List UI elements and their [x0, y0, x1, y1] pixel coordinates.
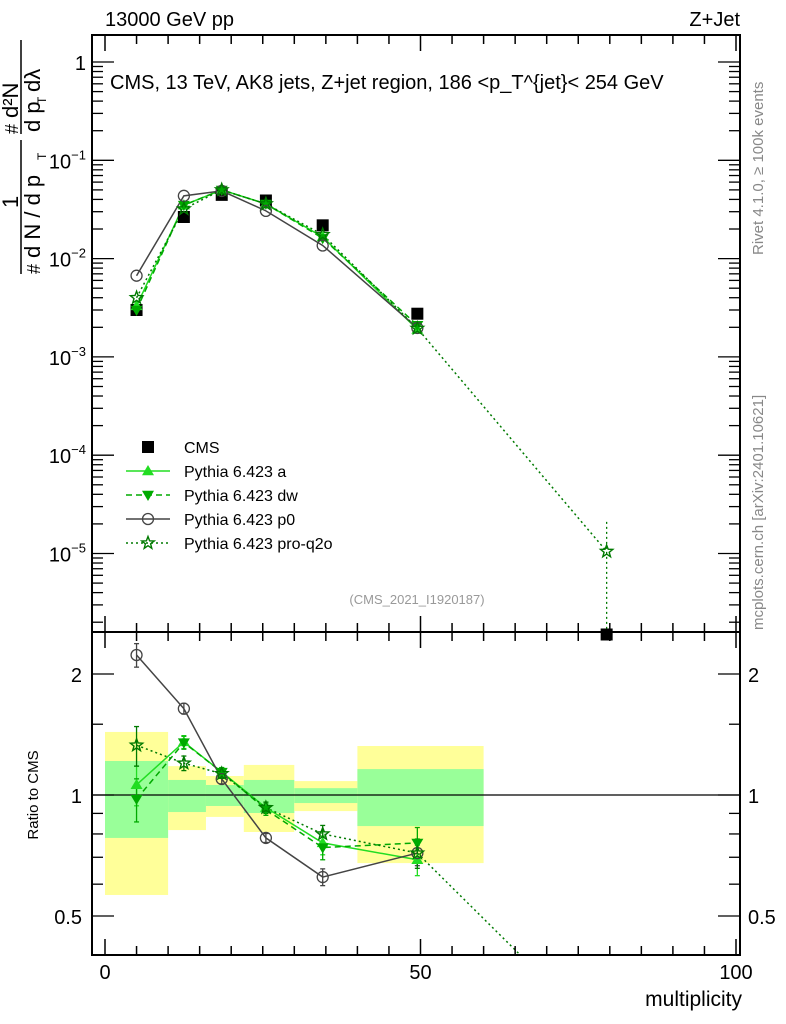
ratio-y-tick-label-right: 1 — [748, 786, 759, 808]
y-tick-base: 10 — [49, 348, 71, 370]
ratio-point-p0 — [215, 772, 228, 786]
y-tick-base: 1 — [75, 53, 86, 75]
main-point-cms — [177, 210, 190, 223]
ratio-point-pro — [314, 825, 331, 841]
ratio-point-pro — [128, 736, 145, 753]
ratio-y-tick-label-left: 1 — [71, 786, 82, 808]
axes: 110−110−210−310−410−52 21 10.5 0.50 50 100 — [49, 34, 776, 984]
y-tick-label: 10−5 — [49, 541, 86, 567]
main-line-p0 — [135, 190, 418, 329]
ratio-point-p0 — [177, 702, 191, 715]
ratio-y-tick-label-left: 0.5 — [54, 907, 82, 929]
main-point-p0 — [259, 204, 273, 218]
legend-label-pro: Pythia 6.423 pro-q2o — [184, 536, 333, 553]
ratio-point-a — [130, 778, 143, 790]
legend-marker-cms — [142, 441, 154, 453]
y-axis-label: 1 # d N / d p T # d²N d p T dλ — [0, 40, 49, 274]
ratio-point-dw — [316, 843, 329, 854]
legend-label-dw: Pythia 6.423 dw — [184, 488, 298, 505]
ratio-point-pro — [213, 765, 230, 781]
main-point-cms — [600, 628, 613, 641]
side-text-rivet: Rivet 4.1.0, ≥ 100k events — [750, 82, 767, 255]
main-point-pro — [213, 181, 230, 197]
ratio-point-p0 — [316, 870, 329, 884]
y-tick-base: 10 — [49, 545, 71, 567]
main-point-pro — [409, 319, 426, 336]
ratio-point-p0 — [130, 648, 143, 662]
ratio-point-pro — [257, 799, 275, 815]
ratio-point-p0 — [259, 831, 273, 845]
main-point-cms — [316, 219, 329, 232]
main-point-pro — [128, 289, 145, 305]
main-point-pro — [314, 226, 331, 242]
ratio-point-dw — [411, 838, 424, 849]
ratio-y-tick-label-right: 0.5 — [748, 907, 776, 929]
legend-marker-a — [142, 465, 154, 476]
ylabel-T2: T — [35, 96, 49, 104]
y-tick-label: 10−2 — [49, 246, 86, 272]
ratio-line-dw — [135, 741, 418, 849]
y-tick-exp: −1 — [71, 147, 86, 162]
legend-label-a: Pythia 6.423 a — [184, 464, 286, 481]
ratio-y-label: Ratio to CMS — [25, 750, 42, 839]
y-tick-base: 10 — [49, 446, 71, 468]
ratio-line-p0 — [135, 654, 418, 878]
header-right: Z+Jet — [689, 9, 740, 31]
y-tick-label: 10−3 — [49, 344, 86, 370]
legend-label-cms: CMS — [184, 440, 220, 457]
watermark: (CMS_2021_I1920187) — [349, 592, 484, 607]
y-tick-exp: −5 — [71, 541, 86, 556]
legend-marker-pro — [139, 534, 157, 550]
main-point-pro — [175, 200, 193, 216]
ylabel-dpT: d p — [20, 101, 45, 132]
legend-marker-dw — [142, 490, 154, 501]
legend: CMS Pythia 6.423 a Pythia 6.423 dw Pythia 6… — [126, 440, 333, 553]
main-point-pro — [598, 542, 615, 559]
y-tick-label: 1 — [75, 53, 86, 75]
main-point-pro — [257, 195, 275, 211]
y-tick-base: 10 — [49, 250, 71, 272]
y-tick-base: 10 — [49, 151, 71, 173]
ylabel-one: 1 — [0, 196, 23, 208]
x-tick-label: 100 — [719, 962, 752, 984]
markers — [128, 181, 615, 884]
ylabel-T1: T — [35, 152, 49, 160]
main-point-dw — [177, 200, 190, 212]
x-tick-label: 0 — [99, 962, 110, 984]
ratio-bands — [105, 731, 484, 895]
y-tick-exp: −2 — [71, 246, 86, 261]
main-line-dw — [135, 189, 418, 326]
ylabel-dN: d N / d p — [20, 175, 45, 258]
main-point-dw — [130, 305, 143, 316]
y-tick-label: 10−1 — [49, 147, 86, 173]
ylabel-hash1: # — [24, 264, 44, 274]
main-point-cms — [411, 307, 424, 320]
ratio-y-tick-label-right: 2 — [748, 665, 759, 687]
ratio-point-pro — [175, 754, 193, 771]
main-series — [135, 189, 608, 632]
legend-label-p0: Pythia 6.423 p0 — [184, 512, 295, 529]
legend-marker-p0 — [141, 512, 155, 526]
x-tick-label: 50 — [409, 962, 431, 984]
main-point-p0 — [130, 269, 143, 282]
ratio-point-dw — [130, 794, 143, 806]
y-tick-exp: −3 — [71, 344, 86, 359]
header-left: 13000 GeV pp — [105, 9, 234, 31]
ylabel-d2N: d²N — [0, 83, 23, 118]
y-tick-exp: −4 — [71, 442, 86, 457]
x-axis-label: multiplicity — [645, 988, 742, 1011]
y-tick-label: 10−4 — [49, 442, 86, 468]
ylabel-dl: dλ — [20, 69, 45, 92]
side-text-mcplots: mcplots.cern.ch [arXiv:2401.10621] — [750, 395, 767, 630]
band-stat — [168, 779, 206, 813]
ratio-y-tick-label-left: 2 — [71, 665, 82, 687]
main-title: CMS, 13 TeV, AK8 jets, Z+jet region, 186… — [110, 72, 664, 94]
main-point-p0 — [316, 239, 329, 252]
band-stat — [357, 769, 484, 827]
ylabel-hash2: # — [2, 124, 22, 134]
ratio-point-pro — [409, 844, 426, 860]
ratio-frame — [91, 631, 741, 956]
ratio-point-dw — [177, 738, 190, 749]
